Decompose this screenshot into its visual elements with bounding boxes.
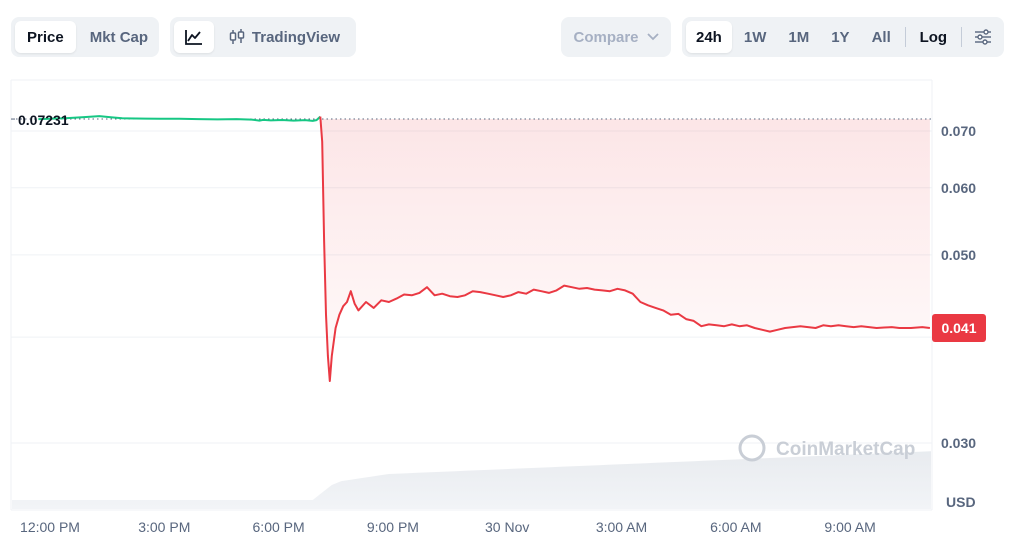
- log-scale-toggle[interactable]: Log: [919, 28, 948, 46]
- range-1y-tab[interactable]: 1Y: [831, 28, 850, 46]
- chart-view-toggle: TradingView: [170, 17, 356, 57]
- volume-area: [12, 450, 931, 509]
- unit-label: USD: [946, 494, 976, 510]
- y-tick-label: 0.050: [941, 247, 976, 263]
- range-all-tab[interactable]: All: [871, 28, 891, 46]
- x-tick-label: 6:00 PM: [253, 519, 305, 535]
- market-cap-tab[interactable]: Mkt Cap: [89, 28, 149, 46]
- price-drop-fill: [320, 116, 930, 381]
- coinmarketcap-logo-icon: [738, 434, 766, 462]
- open-price-label: 0.07231: [18, 112, 69, 128]
- x-tick-label: 6:00 AM: [710, 519, 761, 535]
- chart-type-toggle: Price Mkt Cap: [11, 17, 159, 57]
- x-tick-label: 3:00 PM: [138, 519, 190, 535]
- price-line-up: [38, 115, 321, 122]
- compare-label: Compare: [573, 28, 639, 46]
- x-tick-label: 9:00 AM: [824, 519, 875, 535]
- x-tick-label: 9:00 PM: [367, 519, 419, 535]
- coinmarketcap-watermark: CoinMarketCap: [738, 434, 915, 462]
- last-price-badge-bg: [932, 313, 986, 342]
- last-price-badge: 0.041: [932, 313, 986, 342]
- y-tick-label: 0.060: [941, 180, 976, 196]
- range-1w-tab[interactable]: 1W: [743, 28, 767, 46]
- y-tick-label: 0.030: [941, 435, 976, 451]
- candlestick-icon: [229, 29, 245, 44]
- toolbar-divider: [961, 27, 962, 47]
- x-tick-label: 30 Nov: [485, 519, 529, 535]
- price-line-down: [319, 116, 931, 382]
- chevron-down-icon: [646, 33, 659, 41]
- toolbar-divider: [904, 27, 906, 47]
- range-24h-tab[interactable]: 24h: [686, 21, 732, 53]
- tradingview-button[interactable]: TradingView: [216, 21, 352, 53]
- watermark-text: CoinMarketCap: [776, 439, 915, 460]
- price-tab[interactable]: Price: [15, 21, 76, 53]
- y-tick-label: 0.070: [941, 123, 976, 139]
- tradingview-label: TradingView: [251, 28, 340, 46]
- x-tick-label: 3:00 AM: [596, 519, 647, 535]
- range-1m-tab[interactable]: 1M: [788, 28, 810, 46]
- x-tick-label: 12:00 PM: [20, 519, 80, 535]
- line-chart-button[interactable]: [174, 21, 214, 53]
- line-chart-icon: [185, 30, 202, 45]
- last-price-label: 0.041: [941, 320, 976, 336]
- sliders-icon: [974, 29, 991, 45]
- time-range-toggle: 24h 1W 1M 1Y All Log: [682, 17, 1004, 57]
- chart-settings-button[interactable]: [966, 21, 1000, 53]
- chart-toolbar: Price Mkt Cap TradingView Compare 24h: [11, 17, 1004, 59]
- compare-dropdown[interactable]: Compare: [561, 17, 671, 57]
